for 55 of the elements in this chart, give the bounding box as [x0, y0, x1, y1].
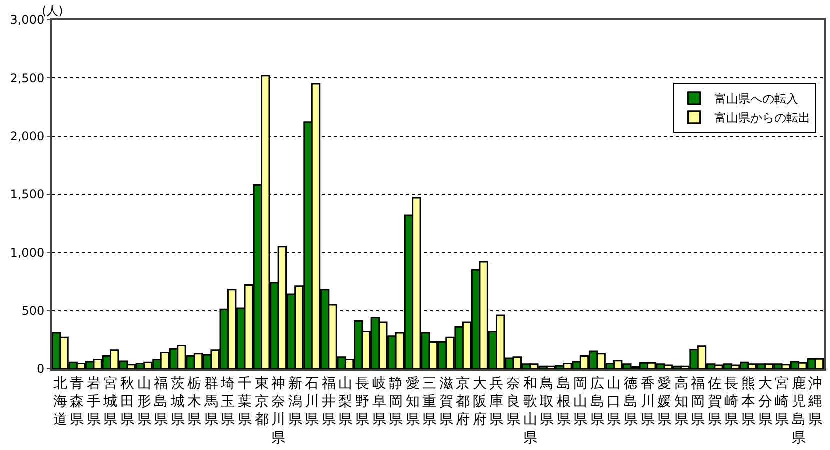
- y-tick-label: 2,500: [10, 71, 45, 86]
- x-tick-label: 神奈川県: [272, 376, 286, 446]
- x-tick-label: 岡山県: [574, 376, 588, 428]
- x-tick-label: 新潟県: [288, 376, 302, 428]
- legend-label: 富山県への転入: [714, 92, 798, 106]
- x-tick-label: 三重県: [422, 376, 437, 428]
- x-tick-label: 山口県: [607, 376, 622, 428]
- legend-label: 富山県からの転出: [714, 111, 810, 125]
- x-tick-label: 島根県: [556, 376, 571, 428]
- x-tick-label: 埼玉県: [220, 376, 236, 428]
- x-tick-label: 福岡県: [691, 376, 706, 428]
- x-tick-label: 滋賀県: [439, 376, 454, 428]
- x-tick-label: 高知県: [674, 376, 688, 428]
- x-tick-label: 徳島県: [624, 376, 638, 428]
- x-tick-label: 大阪府: [472, 376, 487, 428]
- x-tick-label: 長崎県: [724, 376, 739, 428]
- x-tick-label: 岩手県: [86, 376, 101, 428]
- x-tick-label: 愛知県: [406, 376, 420, 428]
- y-tick-label: 0: [36, 362, 45, 376]
- x-tick-label: 香川県: [640, 376, 655, 428]
- y-axis-title: (人): [42, 4, 64, 18]
- x-tick-label: 北海道: [53, 376, 68, 428]
- x-tick-label: 山形県: [137, 376, 152, 428]
- x-tick-label: 福井県: [322, 376, 336, 428]
- x-tick-label: 鹿児島県: [792, 376, 806, 446]
- y-tick-label: 1,000: [10, 246, 45, 260]
- x-tick-label: 岐阜県: [372, 376, 386, 428]
- x-tick-label: 和歌山県: [523, 376, 538, 446]
- x-tick-label: 山梨県: [338, 376, 353, 428]
- y-tick-label: 2,000: [10, 130, 45, 144]
- x-tick-label: 沖縄県: [808, 376, 823, 428]
- x-tick-label: 宮城県: [102, 376, 118, 428]
- x-tick-label: 長野県: [355, 376, 370, 428]
- x-tick-label: 千葉県: [238, 376, 252, 428]
- x-tick-label: 石川県: [305, 376, 320, 428]
- x-tick-label: 静岡県: [389, 376, 404, 428]
- x-tick-label: 大分県: [758, 376, 772, 428]
- x-tick-label: 群馬県: [203, 376, 218, 428]
- x-tick-label: 秋田県: [120, 376, 135, 428]
- x-tick-label: 奈良県: [506, 376, 521, 428]
- x-tick-label: 兵庫県: [490, 376, 504, 428]
- y-tick-label: 1,500: [10, 188, 45, 202]
- x-tick-label: 京都府: [456, 376, 470, 428]
- x-tick-label: 広島県: [590, 376, 604, 428]
- x-tick-label: 佐賀県: [708, 376, 722, 428]
- x-tick-label: 栃木県: [188, 376, 202, 428]
- x-tick-label: 愛媛県: [658, 376, 672, 428]
- y-tick-label: 500: [22, 304, 45, 318]
- x-tick-label: 茨城県: [170, 376, 185, 428]
- x-tick-label: 熊本県: [741, 376, 756, 428]
- x-tick-label: 青森県: [70, 376, 84, 428]
- x-tick-label: 宮崎県: [775, 376, 790, 428]
- x-tick-label: 鳥取県: [539, 376, 554, 428]
- x-tick-label: 福島県: [154, 376, 168, 428]
- x-tick-label: 東京都: [254, 376, 269, 428]
